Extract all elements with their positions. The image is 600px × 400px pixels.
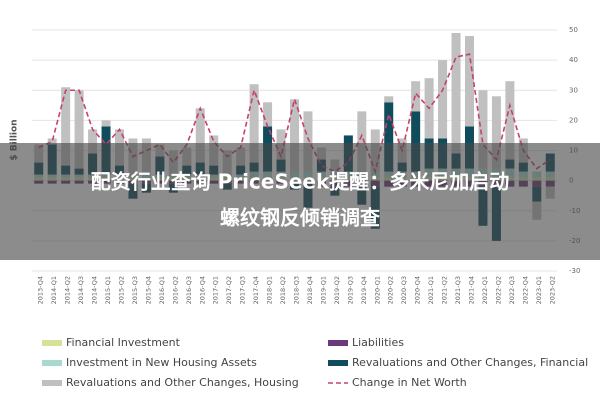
bar-segment bbox=[384, 96, 394, 103]
bar-segment bbox=[290, 99, 299, 172]
x-tick-label: 2022-Q3 bbox=[508, 276, 516, 304]
y-axis-label: $ Billion bbox=[10, 119, 20, 160]
x-tick-label: 2015-Q2 bbox=[118, 276, 126, 304]
legend-label: Revaluations and Other Changes, Financia… bbox=[352, 356, 588, 369]
bar-segment bbox=[411, 111, 421, 172]
x-tick-label: 2021-Q4 bbox=[468, 276, 476, 304]
x-tick-label: 2018-Q1 bbox=[266, 276, 274, 304]
x-tick-label: 2019-Q2 bbox=[333, 276, 341, 304]
x-tick-label: 2022-Q2 bbox=[494, 276, 502, 304]
x-tick-label: 2022-Q4 bbox=[521, 276, 529, 304]
x-tick-label: 2020-Q2 bbox=[387, 276, 395, 304]
x-tick-label: 2017-Q3 bbox=[239, 276, 247, 304]
bar-segment bbox=[195, 108, 205, 163]
legend-label: Investment in New Housing Assets bbox=[66, 356, 257, 369]
bar-segment bbox=[451, 33, 461, 154]
x-tick-label: 2014-Q4 bbox=[91, 276, 99, 304]
legend-label: Financial Investment bbox=[66, 336, 181, 349]
x-tick-label: 2021-Q2 bbox=[441, 276, 449, 304]
x-tick-label: 2016-Q3 bbox=[185, 276, 193, 304]
bar-segment bbox=[74, 90, 84, 169]
bar-segment bbox=[61, 87, 71, 166]
x-tick-label: 2018-Q2 bbox=[279, 276, 287, 304]
bar-segment bbox=[88, 129, 98, 154]
x-tick-label: 2018-Q3 bbox=[293, 276, 301, 304]
x-tick-label: 2020-Q3 bbox=[400, 276, 408, 304]
x-tick-label: 2014-Q1 bbox=[50, 276, 58, 304]
banner bbox=[0, 143, 600, 260]
bar-segment bbox=[263, 102, 273, 127]
bar-segment bbox=[505, 81, 515, 160]
x-tick-label: 2016-Q2 bbox=[171, 276, 179, 304]
bar-segment bbox=[491, 96, 501, 169]
bar-segment bbox=[47, 138, 57, 145]
x-tick-label: 2015-Q3 bbox=[131, 276, 139, 304]
y-tick-label: 50 bbox=[569, 26, 578, 34]
x-tick-label: 2019-Q4 bbox=[360, 276, 368, 304]
x-tick-label: 2017-Q4 bbox=[252, 276, 260, 304]
x-tick-label: 2016-Q1 bbox=[158, 276, 166, 304]
y-tick-label: 30 bbox=[569, 86, 578, 94]
bar-segment bbox=[438, 60, 448, 139]
x-tick-label: 2017-Q2 bbox=[225, 276, 233, 304]
banner-text: 配资行业查询 PriceSeek提醒：多米尼加启动 bbox=[91, 170, 510, 194]
legend-swatch bbox=[42, 340, 62, 346]
legend-swatch bbox=[42, 380, 62, 386]
x-tick-label: 2015-Q4 bbox=[144, 276, 152, 304]
x-tick-label: 2022-Q1 bbox=[481, 276, 489, 304]
legend-swatch bbox=[328, 360, 348, 366]
x-tick-label: 2016-Q4 bbox=[198, 276, 206, 304]
legend-swatch bbox=[42, 360, 62, 366]
bar-segment bbox=[384, 102, 394, 172]
x-tick-label: 2023-Q2 bbox=[548, 276, 556, 304]
y-tick-label: -30 bbox=[569, 267, 580, 275]
bar-segment bbox=[357, 111, 367, 172]
legend-swatch bbox=[328, 340, 348, 346]
x-tick-label: 2013-Q4 bbox=[37, 276, 45, 304]
x-tick-label: 2020-Q4 bbox=[414, 276, 422, 304]
bar-segment bbox=[101, 120, 111, 127]
legend-label: Change in Net Worth bbox=[352, 376, 467, 389]
x-tick-label: 2021-Q3 bbox=[454, 276, 462, 304]
bar-segment bbox=[478, 90, 488, 169]
y-tick-label: 40 bbox=[569, 56, 578, 64]
x-tick-label: 2019-Q3 bbox=[346, 276, 354, 304]
x-tick-label: 2017-Q1 bbox=[212, 276, 220, 304]
x-tick-label: 2018-Q4 bbox=[306, 276, 314, 304]
x-tick-label: 2015-Q1 bbox=[104, 276, 112, 304]
legend-label: Liabilities bbox=[352, 336, 404, 349]
legend-label: Revaluations and Other Changes, Housing bbox=[66, 376, 299, 389]
y-tick-label: 20 bbox=[569, 116, 578, 124]
x-tick-label: 2021-Q1 bbox=[427, 276, 435, 304]
bar-segment bbox=[465, 36, 474, 127]
x-tick-label: 2014-Q3 bbox=[77, 276, 85, 304]
banner-text: 螺纹钢反倾销调查 bbox=[220, 206, 380, 230]
bar-segment bbox=[303, 111, 313, 172]
x-tick-label: 2019-Q1 bbox=[319, 276, 327, 304]
x-tick-label: 2020-Q1 bbox=[373, 276, 381, 304]
bar-segment bbox=[249, 84, 259, 163]
x-tick-label: 2023-Q1 bbox=[535, 276, 543, 304]
x-tick-label: 2014-Q2 bbox=[64, 276, 72, 304]
